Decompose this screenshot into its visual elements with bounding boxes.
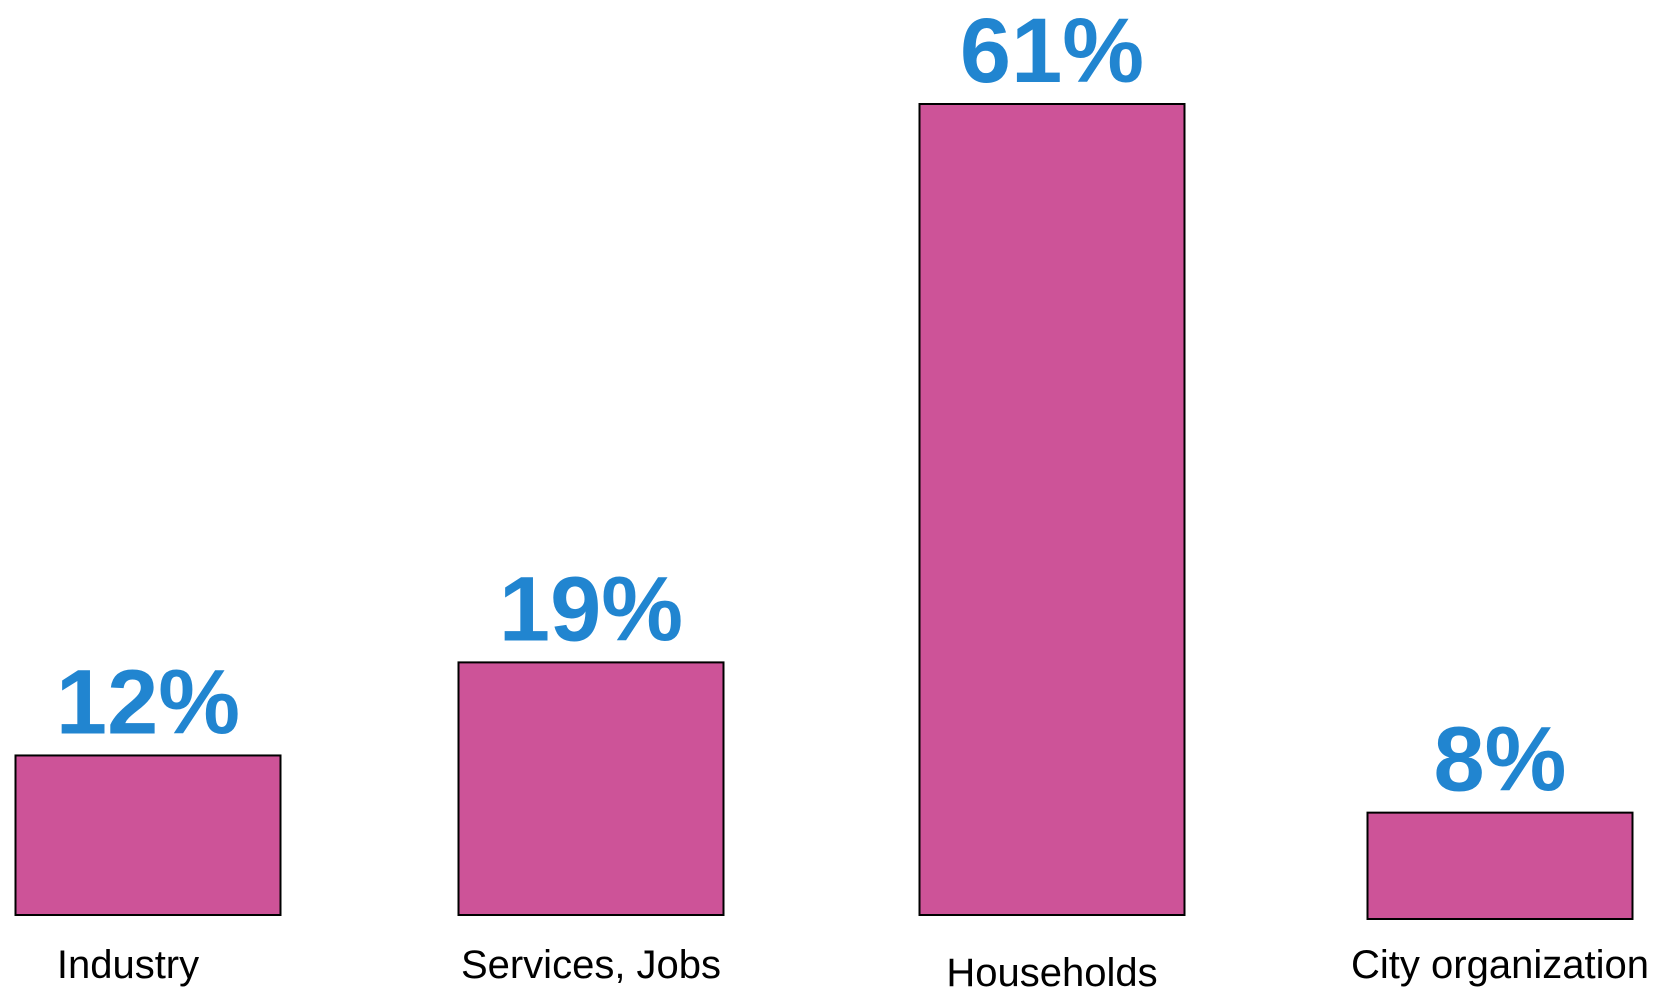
category-label: City organization	[1351, 943, 1649, 987]
value-label: 8%	[1434, 709, 1567, 811]
bar-city-organization	[1366, 811, 1634, 920]
value-labels: 12% 19% 61% 8%	[56, 0, 1567, 811]
bar-households	[918, 103, 1186, 916]
value-label: 12%	[56, 651, 240, 753]
bar-services-jobs	[457, 661, 725, 916]
bar-industry	[14, 754, 282, 917]
category-label: Services, Jobs	[461, 943, 721, 987]
category-labels: Industry Services, Jobs Households City org…	[57, 943, 1649, 993]
value-label: 61%	[960, 0, 1144, 102]
value-label: 19%	[499, 558, 683, 660]
bars	[14, 103, 1634, 920]
category-label: Industry	[57, 943, 199, 987]
category-label: Households	[946, 951, 1157, 993]
